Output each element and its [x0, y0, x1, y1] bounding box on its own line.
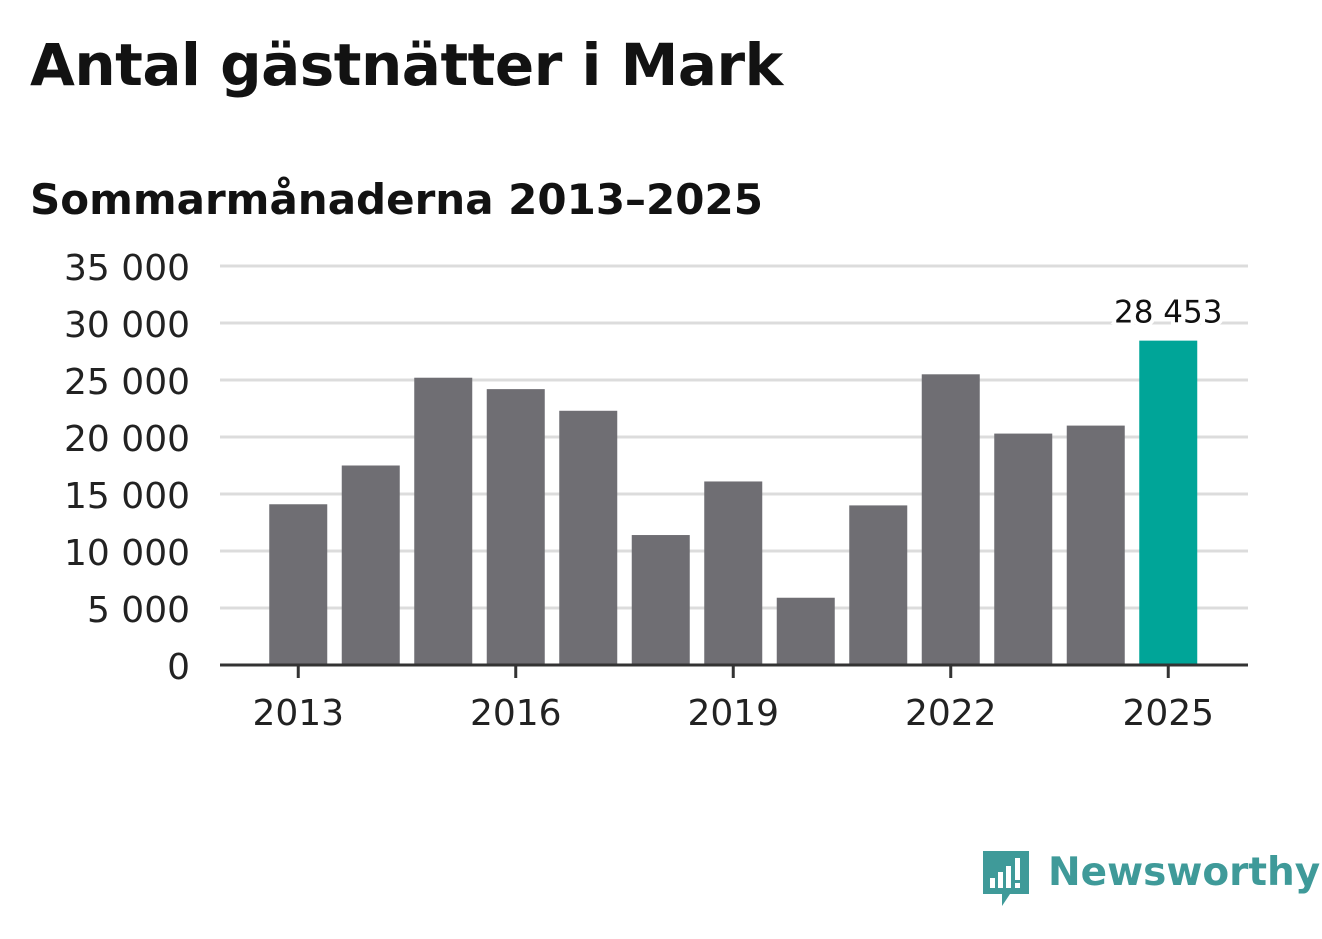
y-tick-label: 5 000 [87, 590, 190, 631]
chart-subtitle: Sommarmånaderna 2013–2025 [30, 175, 763, 224]
bars [269, 340, 1198, 665]
newsworthy-logo: Newsworthy [980, 848, 1320, 912]
y-tick-label: 10 000 [64, 533, 190, 574]
x-tick-label: 2013 [252, 693, 344, 734]
x-tick-label: 2019 [687, 693, 779, 734]
bar-2015 [414, 377, 473, 665]
y-tick-label: 25 000 [64, 362, 190, 403]
y-tick-label: 0 [167, 647, 190, 688]
bar-2024 [1066, 425, 1125, 665]
bar-2022 [921, 374, 980, 665]
x-tick-label: 2022 [905, 693, 997, 734]
bar-2023 [994, 433, 1053, 665]
bar-2025 [1139, 340, 1198, 665]
value-label-2025: 28 453 [1114, 295, 1222, 331]
bar-2013 [269, 504, 328, 665]
x-tick-label: 2016 [470, 693, 562, 734]
y-tick-label: 35 000 [64, 248, 190, 289]
y-axis-labels: 0 5 000 10 000 15 000 20 000 25 000 30 000 35 0… [64, 248, 190, 688]
bar-2019 [704, 481, 763, 665]
bar-2016 [486, 389, 545, 665]
x-axis-labels: 2013 2016 2019 2022 2025 [252, 693, 1214, 734]
bar-2018 [631, 535, 690, 665]
x-tick-label: 2025 [1122, 693, 1214, 734]
chart-title: Antal gästnätter i Mark [30, 31, 783, 99]
bar-2017 [559, 410, 618, 665]
bar-2014 [341, 465, 400, 665]
annotations: 28 453 [1110, 291, 1226, 335]
y-tick-label: 30 000 [64, 305, 190, 346]
bar-2020 [776, 597, 835, 665]
y-tick-label: 20 000 [64, 419, 190, 460]
newsworthy-logo-icon [983, 851, 1029, 906]
x-axis [220, 663, 1248, 678]
y-tick-label: 15 000 [64, 476, 190, 517]
bar-2021 [849, 505, 908, 665]
logo-wordmark: Newsworthy [1048, 850, 1321, 895]
